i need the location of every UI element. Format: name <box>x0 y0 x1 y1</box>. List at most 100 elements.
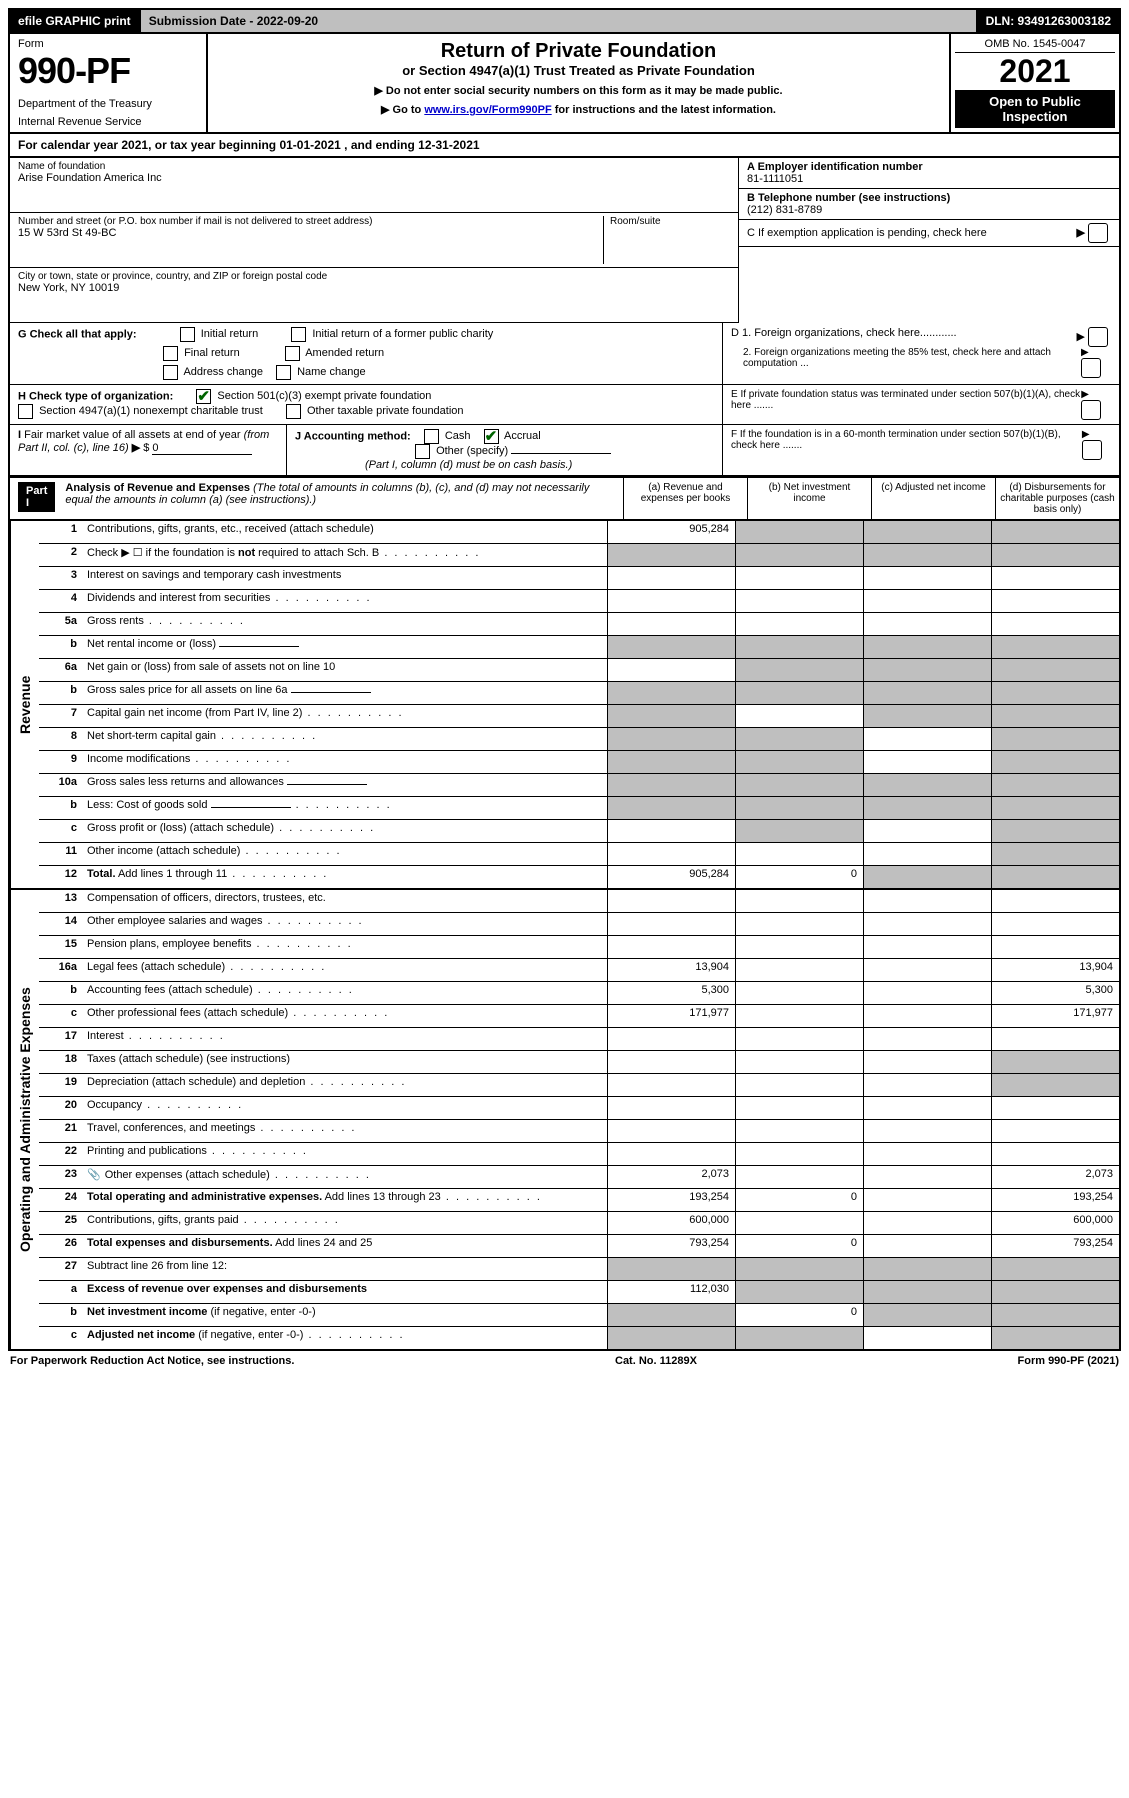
d2-checkbox[interactable] <box>1081 358 1101 378</box>
value-cell <box>607 613 735 635</box>
line-number: 18 <box>39 1051 83 1073</box>
value-cell <box>863 613 991 635</box>
value-cell <box>735 751 863 773</box>
value-cell: 793,254 <box>607 1235 735 1257</box>
value-cell <box>863 959 991 981</box>
line-number: 3 <box>39 567 83 589</box>
d2-label: 2. Foreign organizations meeting the 85%… <box>743 347 1081 378</box>
line-number: 15 <box>39 936 83 958</box>
value-cell <box>607 636 735 658</box>
table-row: bAccounting fees (attach schedule)5,3005… <box>39 982 1119 1005</box>
line-description: Less: Cost of goods sold <box>83 797 607 819</box>
value-cell <box>863 936 991 958</box>
line-description: Net short-term capital gain <box>83 728 607 750</box>
value-cell: 112,030 <box>607 1281 735 1303</box>
table-row: 4Dividends and interest from securities <box>39 590 1119 613</box>
g-name-change-checkbox[interactable] <box>276 365 291 380</box>
line-number: 14 <box>39 913 83 935</box>
value-cell <box>735 1074 863 1096</box>
line-number: 25 <box>39 1212 83 1234</box>
d1-label: D 1. Foreign organizations, check here..… <box>731 327 957 347</box>
table-row: 3Interest on savings and temporary cash … <box>39 567 1119 590</box>
part1-header-row: Part I Analysis of Revenue and Expenses … <box>8 477 1121 521</box>
efile-label[interactable]: efile GRAPHIC print <box>10 10 141 32</box>
value-cell <box>607 728 735 750</box>
line-description: Taxes (attach schedule) (see instruction… <box>83 1051 607 1073</box>
value-cell <box>863 890 991 912</box>
i-value: 0 <box>152 442 252 455</box>
value-cell <box>863 797 991 819</box>
g-initial-return-checkbox[interactable] <box>180 327 195 342</box>
h-other-taxable-checkbox[interactable] <box>286 404 301 419</box>
j-cash-checkbox[interactable] <box>424 429 439 444</box>
addr-label: Number and street (or P.O. box number if… <box>18 216 603 227</box>
form990pf-link[interactable]: www.irs.gov/Form990PF <box>424 104 551 116</box>
j-other-checkbox[interactable] <box>415 444 430 459</box>
value-cell <box>735 1097 863 1119</box>
value-cell <box>991 890 1119 912</box>
value-cell <box>991 1327 1119 1349</box>
value-cell <box>863 1028 991 1050</box>
col-b-header: (b) Net investment income <box>747 478 871 519</box>
value-cell <box>735 1028 863 1050</box>
h-501c3-checkbox[interactable] <box>196 389 211 404</box>
value-cell <box>607 936 735 958</box>
line-description: Depreciation (attach schedule) and deple… <box>83 1074 607 1096</box>
value-cell <box>863 1304 991 1326</box>
line-number: 6a <box>39 659 83 681</box>
value-cell: 5,300 <box>607 982 735 1004</box>
line-description: Occupancy <box>83 1097 607 1119</box>
line-number: 19 <box>39 1074 83 1096</box>
value-cell <box>735 820 863 842</box>
line-number: b <box>39 682 83 704</box>
value-cell <box>607 1074 735 1096</box>
value-cell <box>863 521 991 543</box>
form-title: Return of Private Foundation <box>220 40 937 63</box>
value-cell <box>607 1304 735 1326</box>
line-description: Net rental income or (loss) <box>83 636 607 658</box>
d1-checkbox[interactable] <box>1088 327 1108 347</box>
line-description: Total. Add lines 1 through 11 <box>83 866 607 888</box>
g-address-change-checkbox[interactable] <box>163 365 178 380</box>
value-cell <box>735 1005 863 1027</box>
value-cell <box>735 567 863 589</box>
j-accrual-checkbox[interactable] <box>484 429 499 444</box>
g-amended-checkbox[interactable] <box>285 346 300 361</box>
table-row: cGross profit or (loss) (attach schedule… <box>39 820 1119 843</box>
line-description: Other income (attach schedule) <box>83 843 607 865</box>
form-subtitle: or Section 4947(a)(1) Trust Treated as P… <box>220 63 937 78</box>
f-checkbox[interactable] <box>1082 440 1102 460</box>
section-h-e: H Check type of organization: Section 50… <box>8 385 1121 425</box>
g-final-return-checkbox[interactable] <box>163 346 178 361</box>
line-number: 20 <box>39 1097 83 1119</box>
line-number: 16a <box>39 959 83 981</box>
room-label: Room/suite <box>610 216 730 227</box>
attachment-icon[interactable]: 📎 <box>87 1169 101 1181</box>
line-number: 26 <box>39 1235 83 1257</box>
c-checkbox[interactable] <box>1088 223 1108 243</box>
c-exemption-label: C If exemption application is pending, c… <box>747 227 987 239</box>
table-row: bLess: Cost of goods sold <box>39 797 1119 820</box>
value-cell <box>991 1120 1119 1142</box>
line-number: 10a <box>39 774 83 796</box>
g-initial-former-checkbox[interactable] <box>291 327 306 342</box>
h-4947-checkbox[interactable] <box>18 404 33 419</box>
line-description: Net investment income (if negative, ente… <box>83 1304 607 1326</box>
value-cell: 5,300 <box>991 982 1119 1004</box>
h-label: H Check type of organization: <box>18 390 173 402</box>
value-cell <box>735 1166 863 1188</box>
value-cell <box>991 820 1119 842</box>
form-header: Form 990-PF Department of the Treasury I… <box>8 34 1121 134</box>
value-cell <box>607 774 735 796</box>
value-cell: 193,254 <box>607 1189 735 1211</box>
value-cell <box>863 1212 991 1234</box>
name-label: Name of foundation <box>18 161 730 172</box>
j-label: J Accounting method: <box>295 430 411 442</box>
value-cell <box>863 982 991 1004</box>
foundation-name: Arise Foundation America Inc <box>18 172 730 184</box>
e-checkbox[interactable] <box>1081 400 1101 420</box>
value-cell: 0 <box>735 1304 863 1326</box>
table-row: 15Pension plans, employee benefits <box>39 936 1119 959</box>
line-number: 4 <box>39 590 83 612</box>
value-cell <box>863 820 991 842</box>
